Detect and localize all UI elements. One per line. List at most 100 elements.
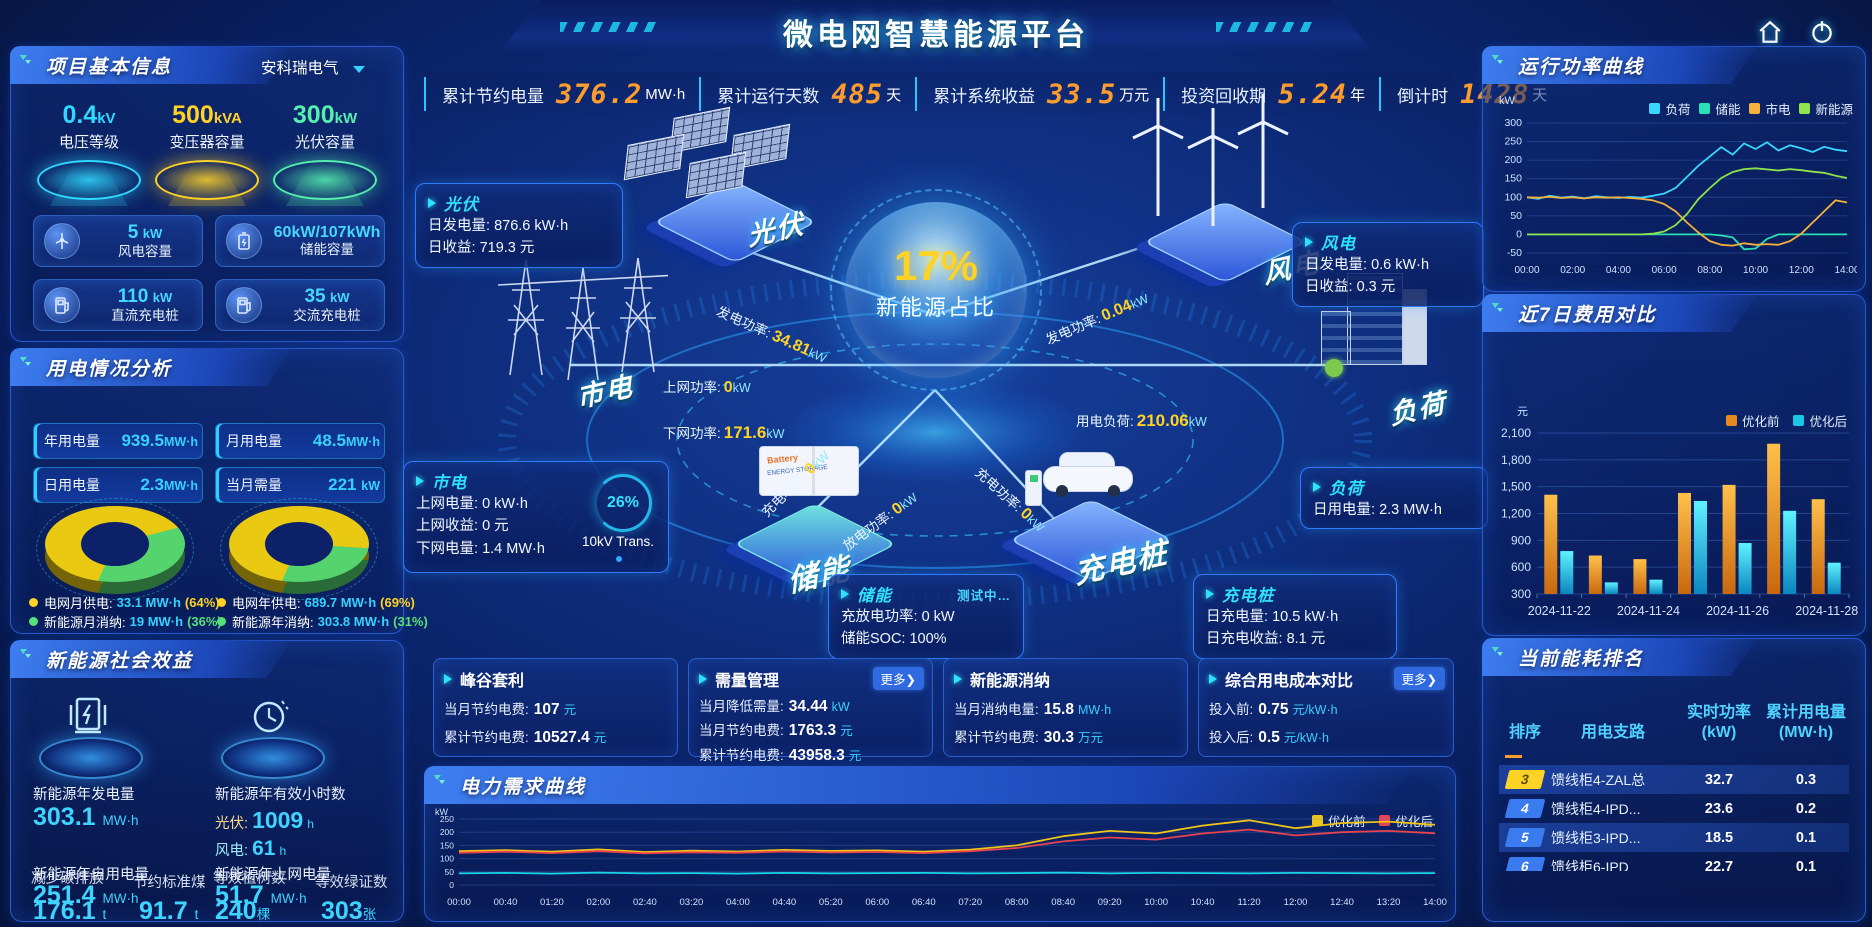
renewable-share-core: 17% 新能源占比	[830, 189, 1042, 391]
axis-label: 04:00	[1606, 265, 1631, 276]
kpi-bar: 累计节约电量 376.2 MW·h 累计运行天数 485 天 累计系统收益 33.5 万元 …	[424, 72, 1547, 116]
panel-demand-curve: 电力需求曲线 kW 优化前 优化后 250 200 150 100 50 0 00:00 00…	[424, 766, 1456, 922]
realtime-power: 23.6	[1704, 800, 1734, 817]
benefit-feedin-value: 51.7 MW·h	[215, 881, 307, 909]
benefit-co2-label: 减少碳排放	[31, 871, 104, 887]
company-dropdown[interactable]: 安科瑞电气	[261, 56, 365, 78]
branch-name: 馈线柜4-IPD...	[1551, 800, 1641, 817]
demand-y-axis-unit: kW	[435, 807, 448, 817]
home-icon[interactable]	[1752, 14, 1788, 50]
chevron-right-icon	[444, 674, 452, 684]
benefit-trees-value: 240棵	[215, 897, 271, 925]
demand-more-button[interactable]: 更多❯	[872, 667, 924, 690]
rank-table-row[interactable]: 3 馈线柜4-ZAL总 32.7 0.3	[1499, 765, 1849, 794]
branch-name: 馈线柜3-IPD...	[1551, 829, 1641, 846]
legend-item-after[interactable]: 优化后	[1793, 411, 1847, 430]
axis-label: 250	[1504, 136, 1522, 148]
pedestal	[37, 160, 141, 200]
kpi-total-income: 累计系统收益 33.5 万元	[915, 77, 1163, 111]
charger-info-box: 充电桩 日充电量: 10.5 kW·h 日充电收益: 8.1 元	[1193, 574, 1397, 659]
clock-icon	[253, 700, 289, 733]
axis-label: 50	[445, 867, 455, 877]
axis-label: 14:00	[1834, 265, 1857, 276]
axis-label: 200	[1504, 154, 1522, 166]
axis-label: 04:00	[726, 897, 750, 908]
legend-item-before[interactable]: 优化前	[1725, 411, 1779, 430]
chevron-right-icon	[1305, 237, 1313, 247]
load-platform-label: 负荷	[1388, 387, 1449, 431]
axis-label: 2024-11-28	[1795, 604, 1858, 618]
rank-table-row[interactable]: 5 馈线柜3-IPD... 18.5 0.1	[1499, 823, 1849, 852]
battery-container-icon: Battery ENERGY STORAGE	[759, 446, 859, 496]
charger-platform: 充电桩	[955, 412, 1205, 592]
cost-more-button[interactable]: 更多❯	[1393, 667, 1445, 690]
axis-label: 00:00	[447, 897, 471, 908]
bar-优化前-2024-11-25	[1678, 492, 1691, 594]
rank-table-row[interactable]: 4 馈线柜4-IPD... 23.6 0.2	[1499, 794, 1849, 823]
axis-label: 01:20	[540, 897, 564, 908]
bar-优化后-2024-11-27	[1783, 510, 1797, 594]
axis-label: 06:00	[865, 897, 889, 908]
pill-year-usage: 年用电量 939.5MW·h	[33, 423, 203, 459]
dc-charger-icon	[44, 287, 80, 323]
panel-power-curve: 运行功率曲线 kW 负荷 储能 市电 新能源 300 250 200 150 100 50…	[1482, 46, 1866, 292]
gauge-dot	[616, 556, 622, 562]
legend-item-grid[interactable]: 市电	[1749, 99, 1790, 118]
axis-label: 05:20	[819, 897, 843, 908]
renewable-share-label: 新能源占比	[875, 295, 996, 320]
panel-usage-title: 用电情况分析	[46, 358, 173, 380]
scroll-indicator	[1505, 755, 1522, 758]
pv-info-box: 光伏 日发电量: 876.6 kW·h 日收益: 719.3 元	[415, 183, 623, 268]
realtime-power: 22.7	[1704, 858, 1734, 872]
axis-label: 00:00	[1514, 265, 1539, 276]
panel-social-benefits: 新能源社会效益 新能源年发电量 303.1 MW·h 新能源年有效小时数 光伏:…	[10, 640, 404, 925]
load-info-box: 负荷 日用电量: 2.3 MW·h	[1300, 467, 1488, 530]
transformer-load-gauge: 26%	[594, 474, 652, 532]
benefit-wind-hours: 风电: 61 h	[215, 837, 287, 860]
total-energy: 0.2	[1795, 800, 1817, 817]
legend-item-after[interactable]: 优化后	[1379, 811, 1433, 830]
axis-label: 10:40	[1191, 897, 1215, 908]
chevron-right-icon	[1313, 482, 1321, 492]
page-title: 微电网智慧能源平台	[783, 19, 1089, 52]
bar-优化前-2024-11-26	[1722, 484, 1736, 594]
axis-label: 100	[440, 854, 454, 864]
rank-badge: 4	[1504, 799, 1546, 818]
pill-day-usage: 日用电量 2.3MW·h	[33, 467, 203, 503]
axis-label: 02:40	[633, 897, 657, 908]
flow-feedin-power: 上网功率: 0kW	[663, 379, 751, 396]
axis-label: 2024-11-22	[1528, 604, 1591, 618]
pill-month-usage: 月用电量 48.5MW·h	[215, 423, 385, 459]
card-peak-valley-arbitrage: 峰谷套利 当月节约电费: 107 元 累计节约电费: 10527.4 元	[433, 658, 678, 757]
axis-label: 00:40	[494, 897, 518, 908]
panel-rank-header: 当前能耗排名	[1482, 638, 1757, 676]
power-chart-legend: 负荷 储能 市电 新能源	[1649, 99, 1853, 118]
axis-label: 02:00	[587, 897, 611, 908]
panel-cost-header: 近7日费用对比	[1482, 294, 1757, 332]
benefit-pv-hours: 光伏: 1009 h	[215, 807, 314, 833]
axis-label: 2,100	[1501, 426, 1531, 440]
pedestal	[273, 160, 377, 200]
flow-offtake-power: 下网功率: 171.6kW	[663, 423, 785, 442]
bar-优化后-2024-11-22	[1560, 551, 1574, 594]
legend-item-renewable[interactable]: 新能源	[1799, 99, 1853, 118]
legend-grid-year: 电网年供电: 689.7 MW·h (69%)	[217, 593, 415, 612]
series-line-市电	[1526, 196, 1848, 247]
storage-platform: Battery ENERGY STORAGE 储能	[695, 412, 925, 599]
corner-chevrons-icon	[433, 774, 449, 790]
rank-table-row[interactable]: 6 馈线柜6-IPD 22.7 0.1	[1499, 852, 1849, 871]
legend-item-load[interactable]: 负荷	[1649, 99, 1690, 118]
power-icon[interactable]	[1804, 14, 1840, 50]
panel-cost-title: 近7日费用对比	[1518, 304, 1657, 326]
axis-label: 0	[1516, 228, 1522, 240]
axis-label: 08:00	[1005, 897, 1029, 908]
podium-transformer: 500kVA 变压器容量	[147, 101, 267, 206]
car-body	[1043, 466, 1133, 497]
battery-icon	[226, 223, 262, 259]
axis-label: 600	[1511, 560, 1531, 574]
axis-label: 2024-11-24	[1617, 604, 1680, 618]
rank-badge: 3	[1504, 770, 1546, 789]
legend-item-storage[interactable]: 储能	[1699, 99, 1740, 118]
axis-label: 900	[1511, 533, 1531, 547]
series-line-新能源	[1527, 167, 1848, 236]
